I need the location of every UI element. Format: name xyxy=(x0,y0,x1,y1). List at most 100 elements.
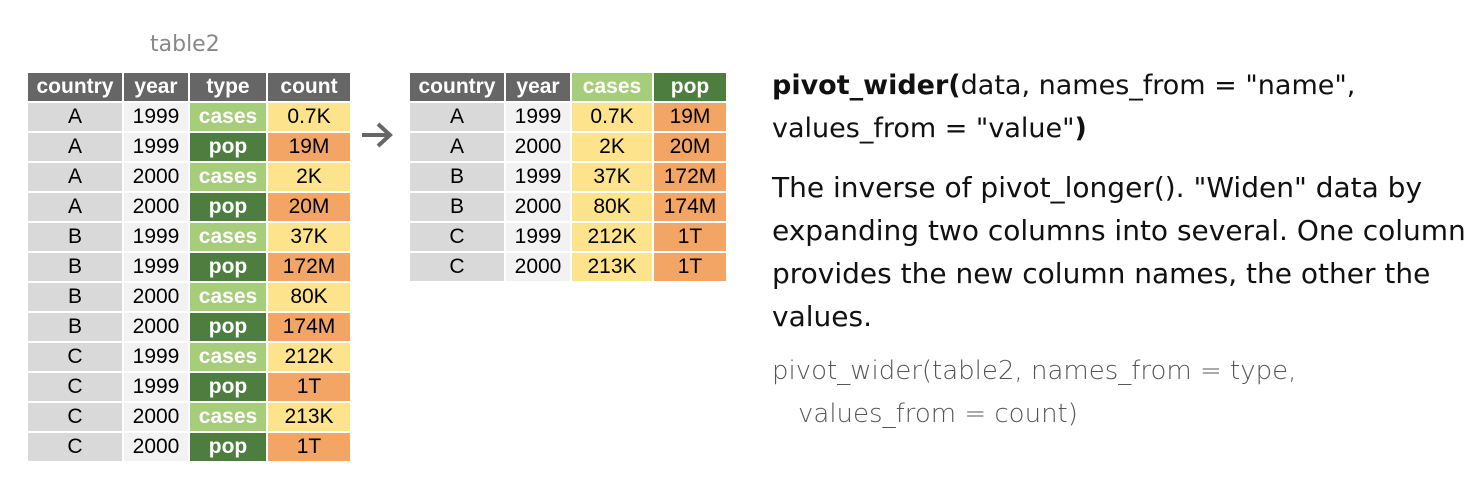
signature-args-line1: data, names_from = "name", xyxy=(960,70,1356,101)
country-cell: B xyxy=(28,223,122,251)
country-cell: B xyxy=(410,193,504,221)
table-row: A 1999 pop 19M xyxy=(28,133,350,161)
cases-cell: 80K xyxy=(572,193,652,221)
column-header-year: year xyxy=(124,73,188,101)
country-cell: A xyxy=(28,103,122,131)
cases-cell: 0.7K xyxy=(572,103,652,131)
year-cell: 2000 xyxy=(124,313,188,341)
function-signature: pivot_wider(data, names_from = "name", v… xyxy=(772,64,1472,150)
count-cell: 37K xyxy=(268,223,350,251)
table-row: C 1999 pop 1T xyxy=(28,373,350,401)
country-cell: C xyxy=(28,343,122,371)
table-row: C 1999 cases 212K xyxy=(28,343,350,371)
function-close-paren: ) xyxy=(1074,113,1087,144)
year-cell: 1999 xyxy=(506,163,570,191)
column-header-type: type xyxy=(190,73,266,101)
year-cell: 1999 xyxy=(506,223,570,251)
table-row: C 2000 pop 1T xyxy=(28,433,350,461)
column-header-country: country xyxy=(410,73,504,101)
country-cell: A xyxy=(28,133,122,161)
count-cell: 212K xyxy=(268,343,350,371)
year-cell: 2000 xyxy=(124,283,188,311)
table-row: B 1999 cases 37K xyxy=(28,223,350,251)
table-row: A 1999 0.7K 19M xyxy=(410,103,726,131)
year-cell: 2000 xyxy=(506,133,570,161)
code-example-line1: pivot_wider(table2, names_from = type, xyxy=(772,356,1297,386)
country-cell: B xyxy=(410,163,504,191)
pop-cell: 174M xyxy=(654,193,726,221)
count-cell: 20M xyxy=(268,193,350,221)
right-arrow-icon xyxy=(362,122,393,148)
cases-cell: 2K xyxy=(572,133,652,161)
column-header-count: count xyxy=(268,73,350,101)
pop-cell: 1T xyxy=(654,223,726,251)
count-cell: 2K xyxy=(268,163,350,191)
year-cell: 2000 xyxy=(124,163,188,191)
type-cell: cases xyxy=(190,103,266,131)
country-cell: C xyxy=(28,403,122,431)
country-cell: B xyxy=(28,253,122,281)
year-cell: 2000 xyxy=(506,253,570,281)
table-row: B 1999 pop 172M xyxy=(28,253,350,281)
input-table: country year type count A 1999 cases 0.7K A 1… xyxy=(26,71,352,463)
column-header-year: year xyxy=(506,73,570,101)
column-header-cases: cases xyxy=(572,73,652,101)
table-row: C 1999 212K 1T xyxy=(410,223,726,251)
pop-cell: 20M xyxy=(654,133,726,161)
table-row: C 2000 213K 1T xyxy=(410,253,726,281)
output-table: country year cases pop A 1999 0.7K 19M A 2000… xyxy=(408,71,728,283)
signature-args-line2: values_from = "value" xyxy=(772,113,1075,144)
type-cell: pop xyxy=(190,133,266,161)
country-cell: A xyxy=(28,163,122,191)
year-cell: 1999 xyxy=(124,103,188,131)
year-cell: 1999 xyxy=(124,343,188,371)
type-cell: cases xyxy=(190,283,266,311)
type-cell: pop xyxy=(190,373,266,401)
year-cell: 1999 xyxy=(124,133,188,161)
type-cell: pop xyxy=(190,253,266,281)
code-example: pivot_wider(table2, names_from = type, v… xyxy=(772,350,1472,436)
cases-cell: 37K xyxy=(572,163,652,191)
year-cell: 2000 xyxy=(124,403,188,431)
year-cell: 2000 xyxy=(124,193,188,221)
count-cell: 0.7K xyxy=(268,103,350,131)
count-cell: 19M xyxy=(268,133,350,161)
year-cell: 1999 xyxy=(124,253,188,281)
type-cell: pop xyxy=(190,313,266,341)
pop-cell: 1T xyxy=(654,253,726,281)
country-cell: C xyxy=(410,223,504,251)
table-row: B 1999 37K 172M xyxy=(410,163,726,191)
pop-cell: 172M xyxy=(654,163,726,191)
table-row: C 2000 cases 213K xyxy=(28,403,350,431)
table-row: A 2000 2K 20M xyxy=(410,133,726,161)
country-cell: C xyxy=(410,253,504,281)
type-cell: pop xyxy=(190,433,266,461)
type-cell: pop xyxy=(190,193,266,221)
table-row: B 2000 80K 174M xyxy=(410,193,726,221)
country-cell: B xyxy=(28,313,122,341)
type-cell: cases xyxy=(190,163,266,191)
count-cell: 1T xyxy=(268,373,350,401)
cases-cell: 213K xyxy=(572,253,652,281)
type-cell: cases xyxy=(190,223,266,251)
count-cell: 172M xyxy=(268,253,350,281)
year-cell: 2000 xyxy=(506,193,570,221)
table-row: A 1999 cases 0.7K xyxy=(28,103,350,131)
table-row: A 2000 cases 2K xyxy=(28,163,350,191)
column-header-country: country xyxy=(28,73,122,101)
table-row: B 2000 pop 174M xyxy=(28,313,350,341)
country-cell: A xyxy=(28,193,122,221)
cases-cell: 212K xyxy=(572,223,652,251)
year-cell: 2000 xyxy=(124,433,188,461)
country-cell: C xyxy=(28,433,122,461)
pop-cell: 19M xyxy=(654,103,726,131)
function-description: The inverse of pivot_longer(). "Widen" d… xyxy=(772,171,1466,333)
count-cell: 1T xyxy=(268,433,350,461)
year-cell: 1999 xyxy=(124,373,188,401)
table-caption: table2 xyxy=(150,32,220,57)
input-table-header-row: country year type count xyxy=(28,73,350,101)
function-name: pivot_wider( xyxy=(772,70,961,101)
count-cell: 80K xyxy=(268,283,350,311)
country-cell: A xyxy=(410,133,504,161)
type-cell: cases xyxy=(190,343,266,371)
